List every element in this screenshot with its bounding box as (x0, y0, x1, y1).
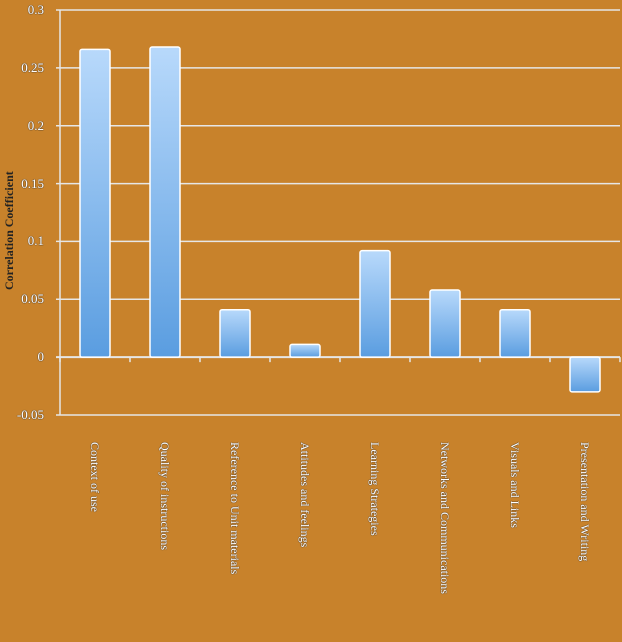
y-tick-label: 0.15 (21, 175, 44, 191)
category-label: Reference to Unit materials (228, 442, 242, 575)
category-label: Presentation and Writing (578, 442, 592, 562)
category-label: Networks and Communications (438, 442, 452, 594)
y-tick-label: 0.25 (21, 59, 44, 75)
bar (289, 343, 321, 358)
bar (359, 249, 391, 358)
category-label: Attitudes and feelings (298, 442, 312, 548)
y-tick-label: -0.05 (16, 407, 44, 422)
bar (219, 308, 251, 358)
y-tick-label: 0 (37, 349, 45, 365)
y-tick-label: 0.1 (27, 233, 44, 249)
category-label: Learning Strategies (368, 442, 382, 536)
bar (149, 46, 181, 358)
bar (429, 289, 461, 358)
category-label: Quality of instructions (158, 442, 172, 550)
y-tick-label: 0.3 (27, 2, 44, 17)
category-label: Context of use (88, 442, 102, 512)
bar (569, 356, 601, 393)
y-axis-title: Correlation Coefficient (2, 171, 16, 290)
y-tick-label: 0.05 (21, 291, 44, 307)
y-tick-label: 0.2 (27, 117, 44, 133)
bar (499, 308, 531, 358)
bar (79, 48, 111, 358)
category-label: Visuals and Links (508, 442, 522, 528)
